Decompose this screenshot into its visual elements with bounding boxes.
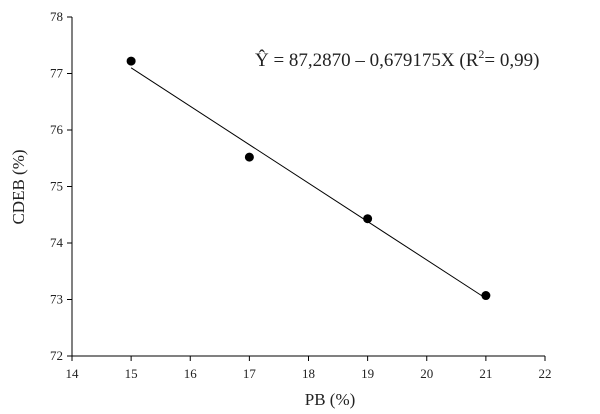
x-tick-label: 22 xyxy=(539,366,552,381)
y-tick-label: 76 xyxy=(50,122,64,137)
data-point xyxy=(244,152,254,162)
equation-superscript: 2 xyxy=(478,47,484,61)
y-tick-label: 73 xyxy=(50,292,63,307)
x-axis-title: PB (%) xyxy=(305,390,356,409)
x-tick-label: 20 xyxy=(420,366,433,381)
x-tick-label: 15 xyxy=(125,366,138,381)
y-tick-label: 72 xyxy=(50,348,63,363)
x-tick-label: 19 xyxy=(361,366,374,381)
y-axis-title: CDEB (%) xyxy=(9,149,28,224)
y-tick-label: 77 xyxy=(50,66,64,81)
y-tick-label: 78 xyxy=(50,9,63,24)
x-tick-label: 18 xyxy=(302,366,315,381)
equation-text: Ŷ = 87,2870 – 0,679175X (R xyxy=(255,49,479,71)
data-point xyxy=(363,214,373,224)
data-point xyxy=(126,56,136,66)
x-tick-label: 14 xyxy=(66,366,80,381)
x-tick-label: 21 xyxy=(479,366,492,381)
equation-text: = 0,99) xyxy=(484,50,539,71)
x-tick-label: 16 xyxy=(184,366,198,381)
y-tick-label: 75 xyxy=(50,179,63,194)
y-tick-label: 74 xyxy=(50,235,64,250)
equation: Ŷ = 87,2870 – 0,679175X (R2= 0,99) xyxy=(255,47,539,71)
data-point xyxy=(481,291,491,301)
regression-line xyxy=(130,67,487,299)
x-tick-label: 17 xyxy=(243,366,257,381)
